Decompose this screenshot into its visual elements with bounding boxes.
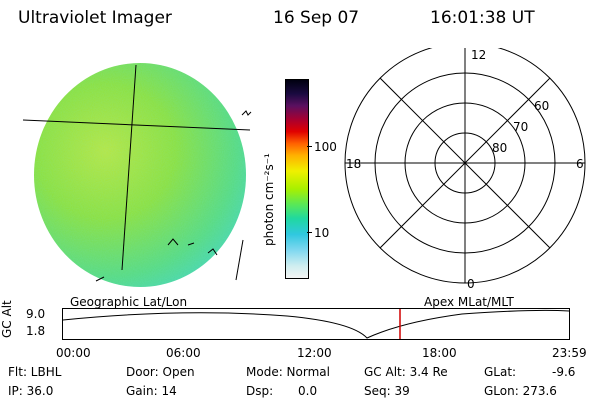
orbit-xtick-0600: 06:00 [166, 346, 201, 360]
colorbar-unit-label: photon cm⁻²s⁻¹ [262, 153, 276, 246]
color-scale-bar [285, 79, 309, 279]
orbit-xtick-1800: 18:00 [422, 346, 457, 360]
gc-altitude-status: GC Alt: 3.4 Re [364, 365, 448, 379]
colorbar-tick-100: 100 [314, 140, 337, 154]
coastline-segment [235, 239, 244, 281]
apex-caption: Apex MLat/MLT [424, 295, 514, 309]
lat-label-80: 80 [492, 141, 507, 155]
mlt-label-left: 18 [346, 157, 361, 171]
instrument-title: Ultraviolet Imager [18, 8, 172, 28]
gain-status: Gain: 14 [126, 384, 177, 398]
polar-mlat-mlt-plot: 12 0 18 6 60 70 80 [344, 48, 586, 288]
colorbar-tick-10: 10 [314, 226, 330, 240]
lat-label-60: 60 [534, 99, 549, 113]
mode-status: Mode: Normal [246, 365, 330, 379]
orbit-altitude-curve [62, 309, 570, 339]
orbit-ytick-high: 9.0 [26, 307, 46, 321]
orbit-ytick-low: 1.8 [26, 324, 46, 338]
observation-time: 16:01:38 UT [430, 8, 535, 28]
dsp-label: Dsp: [246, 384, 274, 398]
longitude-line [121, 64, 137, 271]
sequence-status: Seq: 39 [364, 384, 410, 398]
mlt-label-bottom: 0 [467, 277, 475, 288]
geographic-caption: Geographic Lat/Lon [70, 295, 188, 309]
orbit-altitude-plot [62, 308, 570, 340]
orbit-ylabel: GC Alt [0, 300, 14, 338]
glat-value: -9.6 [552, 365, 576, 379]
orbit-xtick-1200: 12:00 [297, 346, 332, 360]
uv-image-geographic [22, 63, 252, 287]
mlt-label-top: 12 [471, 48, 486, 62]
coastline-fragments [167, 238, 218, 256]
dsp-value: 0.0 [298, 384, 318, 398]
door-status: Door: Open [126, 365, 195, 379]
lat-label-70: 70 [513, 120, 528, 134]
latitude-line [22, 119, 251, 131]
glat-label: GLat: [484, 365, 517, 379]
orbit-plot-frame [62, 308, 570, 340]
observation-date: 16 Sep 07 [273, 8, 360, 28]
ip-status: IP: 36.0 [8, 384, 54, 398]
orbit-xtick-0000: 00:00 [56, 346, 91, 360]
filter-status: Flt: LBHL [8, 365, 62, 379]
mlt-line-diagonal-b [379, 77, 551, 249]
glon-status: GLon: 273.6 [484, 384, 557, 398]
mlt-label-right: 6 [576, 157, 584, 171]
orbit-xtick-2359: 23:59 [552, 346, 587, 360]
